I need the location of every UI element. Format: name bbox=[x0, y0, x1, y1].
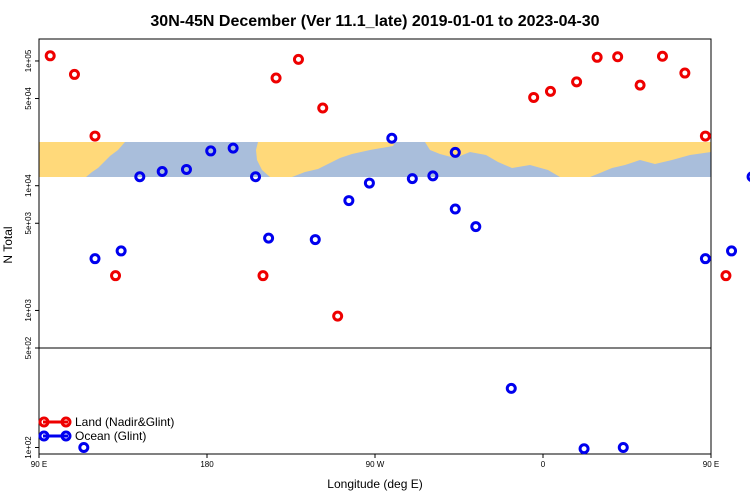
data-point-ocean bbox=[89, 253, 101, 265]
data-point-ocean bbox=[115, 245, 127, 257]
data-point-ocean bbox=[343, 195, 355, 207]
data-point-ocean bbox=[309, 234, 321, 246]
data-point-ocean bbox=[227, 142, 239, 154]
data-point-land bbox=[110, 270, 122, 282]
data-point-land bbox=[44, 50, 56, 62]
data-point-ocean bbox=[449, 203, 461, 215]
data-point-ocean bbox=[726, 245, 738, 257]
data-point-land bbox=[528, 91, 540, 103]
data-point-land bbox=[544, 85, 556, 97]
data-point-ocean bbox=[699, 253, 711, 265]
data-point-ocean bbox=[578, 443, 590, 455]
data-point-ocean bbox=[180, 163, 192, 175]
legend-marker-ocean bbox=[38, 430, 50, 442]
upper-panel-frame bbox=[38, 38, 712, 349]
data-point-land bbox=[656, 50, 668, 62]
y-tick-label: 5e+03 bbox=[24, 211, 33, 234]
world-map-band bbox=[39, 142, 711, 177]
data-points bbox=[44, 50, 750, 455]
data-point-ocean bbox=[386, 132, 398, 144]
data-point-ocean bbox=[427, 170, 439, 182]
x-axis-label: Longitude (deg E) bbox=[327, 477, 422, 491]
y-tick-label: 5e+04 bbox=[24, 87, 33, 110]
data-point-ocean bbox=[250, 171, 262, 183]
legend: Land (Nadir&Glint) Ocean (Glint) bbox=[38, 415, 174, 443]
y-axis-upper: 1e+03 5e+03 1e+04 5e+04 1e+05 bbox=[24, 49, 39, 322]
data-point-ocean bbox=[263, 232, 275, 244]
data-point-land bbox=[612, 51, 624, 63]
legend-marker-land bbox=[60, 416, 72, 428]
data-point-land bbox=[292, 53, 304, 65]
data-point-land bbox=[332, 310, 344, 322]
x-tick-label: 90 E bbox=[703, 460, 719, 469]
map-land-asia bbox=[39, 142, 125, 177]
y-axis-lower: 1e+02 5e+02 bbox=[24, 336, 39, 459]
legend-label-ocean: Ocean (Glint) bbox=[75, 429, 146, 443]
data-point-land bbox=[68, 68, 80, 80]
chart-title: 30N-45N December (Ver 11.1_late) 2019-01… bbox=[150, 13, 599, 30]
data-point-land bbox=[89, 130, 101, 142]
data-point-ocean bbox=[134, 171, 146, 183]
data-point-land bbox=[571, 76, 583, 88]
y-tick-label: 1e+03 bbox=[24, 299, 33, 322]
data-point-land bbox=[634, 79, 646, 91]
data-point-land bbox=[699, 130, 711, 142]
x-axis: 90 E 180 90 W 0 90 E bbox=[31, 454, 719, 469]
data-point-ocean bbox=[363, 177, 375, 189]
data-point-land bbox=[679, 67, 691, 79]
map-land-north-america bbox=[256, 142, 395, 177]
y-tick-label: 1e+02 bbox=[24, 436, 33, 459]
x-tick-label: 180 bbox=[200, 460, 214, 469]
y-tick-label: 1e+05 bbox=[24, 49, 33, 72]
data-point-ocean bbox=[205, 145, 217, 157]
data-point-ocean bbox=[78, 441, 90, 453]
y-tick-label: 1e+04 bbox=[24, 174, 33, 197]
data-point-land bbox=[257, 270, 269, 282]
data-point-land bbox=[720, 270, 732, 282]
x-tick-label: 90 W bbox=[366, 460, 385, 469]
data-point-ocean bbox=[156, 165, 168, 177]
x-tick-label: 0 bbox=[541, 460, 546, 469]
data-point-ocean bbox=[406, 173, 418, 185]
data-point-ocean bbox=[746, 171, 750, 182]
y-axis-label: N Total bbox=[1, 226, 15, 263]
x-tick-label: 90 E bbox=[31, 460, 47, 469]
data-point-ocean bbox=[505, 382, 517, 394]
legend-marker-land bbox=[38, 416, 50, 428]
map-land-eurasia bbox=[425, 142, 711, 177]
data-point-ocean bbox=[470, 221, 482, 233]
data-point-land bbox=[270, 72, 282, 84]
legend-label-land: Land (Nadir&Glint) bbox=[75, 415, 174, 429]
data-point-ocean bbox=[449, 146, 461, 158]
data-point-land bbox=[591, 51, 603, 63]
legend-marker-ocean bbox=[60, 430, 72, 442]
y-tick-label: 5e+02 bbox=[24, 336, 33, 359]
data-point-land bbox=[317, 102, 329, 114]
data-point-ocean bbox=[617, 441, 629, 453]
